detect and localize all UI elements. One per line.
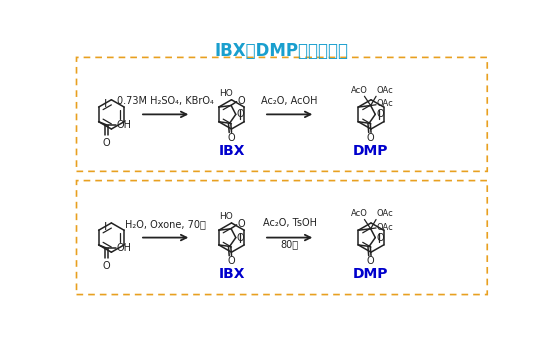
Text: O: O — [236, 110, 244, 119]
Text: AcO: AcO — [351, 209, 368, 218]
Text: HO: HO — [219, 212, 233, 221]
Text: O: O — [102, 138, 110, 148]
Text: H₂O, Oxone, 70度: H₂O, Oxone, 70度 — [125, 219, 206, 229]
Text: O: O — [238, 96, 245, 106]
FancyBboxPatch shape — [76, 57, 487, 172]
Text: O: O — [367, 133, 375, 143]
Text: O: O — [227, 133, 235, 143]
Text: IBX: IBX — [218, 144, 245, 158]
Text: HO: HO — [219, 89, 233, 98]
Text: IBX和DMP的合成方法: IBX和DMP的合成方法 — [215, 42, 349, 60]
Text: I: I — [104, 99, 107, 109]
Text: OAc: OAc — [377, 223, 394, 232]
Text: O: O — [102, 261, 110, 271]
Text: O: O — [238, 219, 245, 229]
Text: OAc: OAc — [377, 86, 394, 95]
Text: 0.73M H₂SO₄, KBrO₄: 0.73M H₂SO₄, KBrO₄ — [117, 96, 214, 106]
Text: OH: OH — [117, 120, 131, 130]
Text: OAc: OAc — [377, 99, 394, 108]
Text: O: O — [376, 110, 384, 119]
FancyBboxPatch shape — [76, 181, 487, 295]
Text: O: O — [236, 233, 244, 243]
Text: I: I — [104, 222, 107, 232]
Text: Ac₂O, AcOH: Ac₂O, AcOH — [261, 96, 318, 106]
Text: DMP: DMP — [353, 267, 389, 281]
Text: DMP: DMP — [353, 144, 389, 158]
Text: 80度: 80度 — [280, 239, 299, 249]
Text: Ac₂O, TsOH: Ac₂O, TsOH — [263, 218, 317, 228]
Text: OH: OH — [117, 243, 131, 253]
Text: OAc: OAc — [377, 209, 394, 218]
Text: AcO: AcO — [351, 86, 368, 95]
Text: IBX: IBX — [218, 267, 245, 281]
Text: O: O — [376, 233, 384, 243]
Text: O: O — [367, 257, 375, 266]
Text: O: O — [227, 257, 235, 266]
